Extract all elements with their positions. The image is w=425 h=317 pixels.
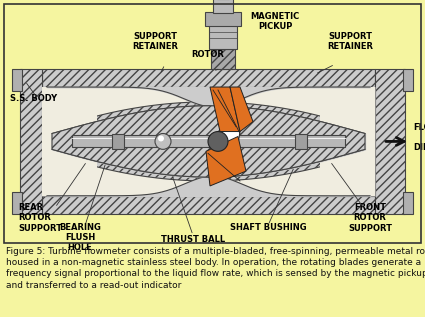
Text: MAGNETIC
PICKUP: MAGNETIC PICKUP	[250, 12, 300, 31]
FancyBboxPatch shape	[112, 133, 124, 149]
FancyBboxPatch shape	[320, 87, 375, 196]
Text: SHAFT BUSHING: SHAFT BUSHING	[230, 223, 306, 231]
Polygon shape	[12, 192, 22, 214]
Polygon shape	[12, 69, 22, 91]
FancyBboxPatch shape	[42, 87, 375, 196]
Text: THRUST BALL: THRUST BALL	[161, 236, 225, 244]
Text: Figure 5: Turbine flowmeter consists of a multiple-bladed, free-spinning, permea: Figure 5: Turbine flowmeter consists of …	[6, 247, 425, 289]
Text: ROTOR: ROTOR	[192, 50, 224, 59]
FancyBboxPatch shape	[42, 87, 97, 196]
Polygon shape	[20, 69, 42, 214]
Text: FRONT
ROTOR
SUPPORT: FRONT ROTOR SUPPORT	[348, 203, 392, 233]
Polygon shape	[230, 87, 253, 132]
FancyBboxPatch shape	[205, 12, 241, 26]
Polygon shape	[375, 69, 405, 214]
Polygon shape	[206, 137, 246, 186]
Text: SUPPORT
RETAINER: SUPPORT RETAINER	[132, 32, 178, 51]
Circle shape	[158, 135, 164, 141]
Polygon shape	[403, 69, 413, 91]
FancyBboxPatch shape	[72, 135, 345, 147]
Polygon shape	[216, 132, 240, 156]
FancyBboxPatch shape	[209, 25, 237, 49]
Polygon shape	[42, 196, 375, 214]
Text: S.S. BODY: S.S. BODY	[10, 94, 57, 103]
Text: DIRECTION: DIRECTION	[413, 143, 425, 152]
Polygon shape	[42, 69, 375, 87]
FancyBboxPatch shape	[213, 0, 233, 13]
Polygon shape	[47, 102, 370, 181]
Polygon shape	[403, 192, 413, 214]
Text: REAR
ROTOR
SUPPORT: REAR ROTOR SUPPORT	[18, 203, 62, 233]
FancyBboxPatch shape	[211, 49, 235, 69]
Circle shape	[208, 132, 228, 151]
FancyBboxPatch shape	[295, 133, 307, 149]
Circle shape	[155, 133, 171, 149]
Text: SUPPORT
RETAINER: SUPPORT RETAINER	[327, 32, 373, 51]
Polygon shape	[52, 106, 365, 177]
Polygon shape	[210, 87, 240, 132]
Text: FLOW: FLOW	[413, 123, 425, 132]
Text: BEARING
FLUSH
HOLE: BEARING FLUSH HOLE	[59, 223, 101, 252]
